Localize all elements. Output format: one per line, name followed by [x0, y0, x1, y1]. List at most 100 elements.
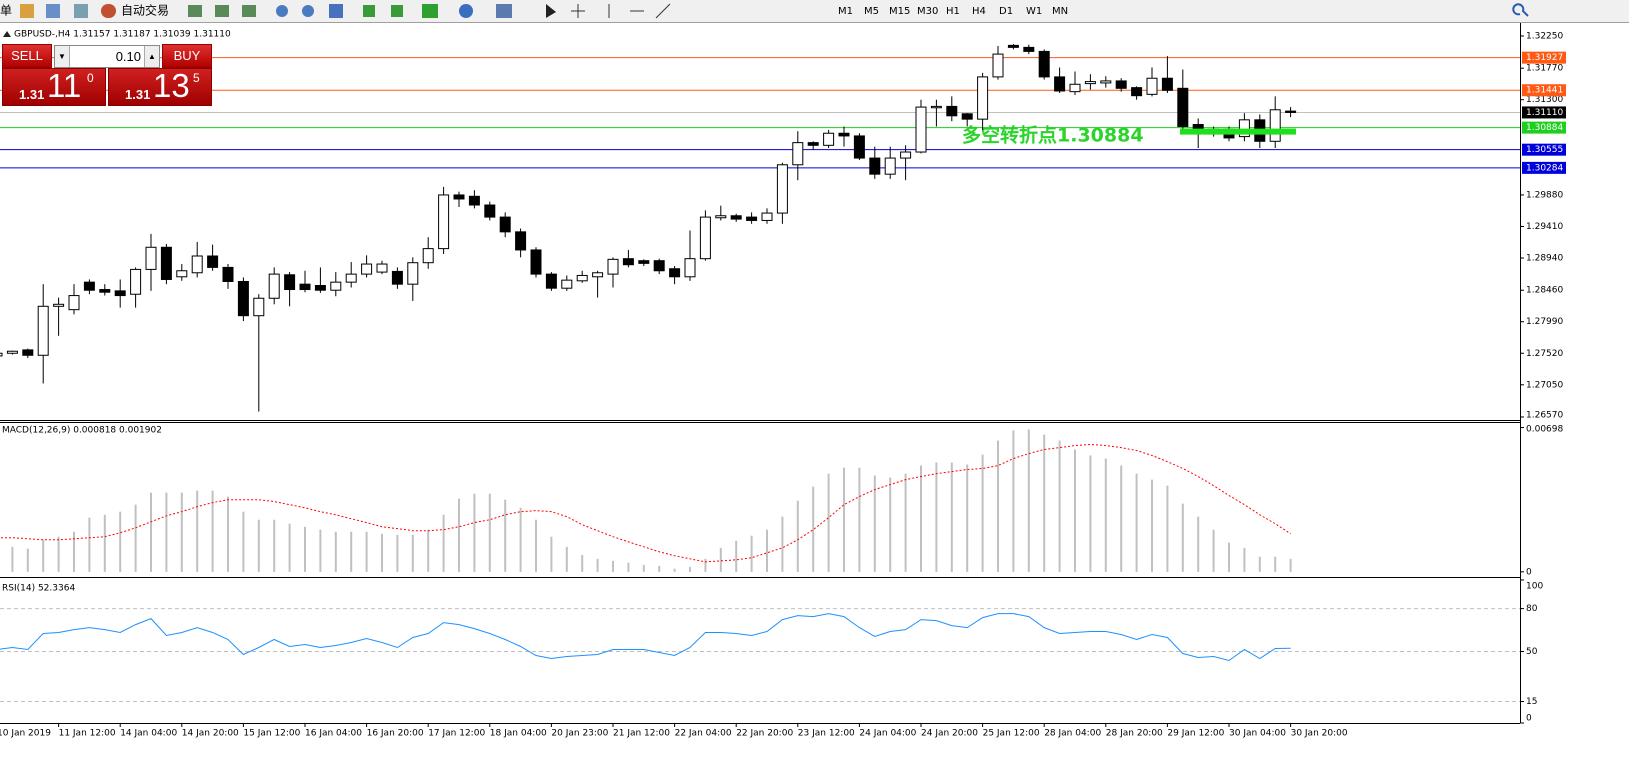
y-tick-label: 100 — [1526, 582, 1543, 592]
macd-bar — [612, 560, 614, 572]
icon[interactable] — [422, 4, 438, 18]
candle-body — [284, 274, 296, 291]
candle-body — [746, 216, 758, 221]
search-icon[interactable] — [1512, 3, 1529, 17]
volume-down[interactable]: ▼ — [55, 46, 70, 67]
price-level-tag — [1522, 84, 1566, 97]
timeframe-button[interactable]: M30 — [917, 6, 938, 17]
candle-body — [453, 194, 465, 200]
x-tick-label: 15 Jan 12:00 — [243, 729, 300, 739]
macd-bar — [227, 496, 229, 572]
candle-body — [884, 157, 896, 175]
y-tick-label: 80 — [1526, 604, 1538, 614]
y-tick-label: 1.26570 — [1526, 411, 1563, 421]
candle-body — [1131, 87, 1143, 97]
icon[interactable] — [46, 4, 60, 18]
price-prefix: 1.31 — [125, 87, 151, 102]
candle-body — [946, 105, 958, 117]
candle-body — [207, 255, 219, 268]
candle-body — [576, 274, 588, 282]
candle-body — [145, 246, 157, 270]
icon[interactable] — [242, 5, 256, 17]
toolbar-icons — [188, 3, 1529, 19]
macd-bar — [658, 565, 661, 572]
icon[interactable] — [546, 4, 556, 18]
sell-button[interactable]: SELL — [2, 44, 52, 68]
macd-bar — [827, 473, 830, 572]
macd-bar — [1166, 485, 1169, 572]
candle-body — [853, 135, 865, 159]
candle-body — [130, 268, 142, 295]
candle-body — [314, 285, 326, 291]
timeframe-button[interactable]: H4 — [972, 6, 986, 17]
macd-bar — [766, 529, 768, 572]
macd-bar — [304, 526, 306, 572]
annotation-bar — [1180, 128, 1296, 135]
icon[interactable] — [496, 4, 512, 18]
macd-bar — [1089, 455, 1092, 572]
y-tick-label: 1.31300 — [1526, 95, 1563, 105]
timeframe-button[interactable]: M15 — [889, 6, 910, 17]
timeframe-button[interactable]: D1 — [999, 6, 1013, 17]
candle-body — [1007, 44, 1019, 48]
icon[interactable] — [571, 3, 671, 19]
icon[interactable] — [74, 4, 88, 18]
macd-bar — [442, 514, 445, 572]
volume-up[interactable]: ▲ — [144, 46, 159, 67]
icon[interactable] — [459, 4, 473, 18]
macd-bar — [150, 492, 152, 572]
x-tick-label: 21 Jan 12:00 — [613, 729, 670, 739]
candle-body — [391, 270, 403, 285]
macd-bar — [843, 467, 845, 572]
timeframe-button[interactable]: H1 — [946, 6, 960, 17]
buy-price[interactable]: 1.31 13 5 — [108, 67, 212, 106]
volume[interactable]: 0.10 — [115, 49, 141, 64]
timeframe-button[interactable]: MN — [1052, 6, 1068, 17]
icon[interactable] — [188, 5, 202, 17]
icon[interactable] — [215, 5, 229, 17]
candle-body — [1038, 50, 1050, 78]
volume-box[interactable]: ▼ 0.10 ▲ — [54, 45, 160, 68]
icon[interactable] — [20, 4, 34, 18]
macd-bar — [735, 540, 738, 572]
macd-bar — [781, 516, 784, 572]
macd-title: MACD(12,26,9) 0.000818 0.001902 — [2, 426, 162, 436]
macd-bar — [273, 519, 276, 572]
toolbar-menu[interactable]: 单 — [0, 4, 12, 18]
candle-body — [869, 157, 881, 175]
timeframe-button[interactable]: M1 — [838, 6, 853, 17]
autotrade-button[interactable]: 自动交易 — [121, 3, 169, 18]
candle-body — [176, 270, 188, 278]
macd-bar — [365, 531, 368, 572]
timeframe-button[interactable]: M5 — [864, 6, 879, 17]
timeframe-button[interactable]: W1 — [1026, 6, 1042, 17]
candle-body — [114, 290, 126, 297]
buy-button[interactable]: BUY — [162, 44, 212, 68]
y-tick-label: 0 — [1526, 714, 1532, 724]
candle-body — [237, 280, 249, 317]
macd-bar — [673, 568, 676, 572]
icon[interactable] — [302, 5, 314, 17]
icon[interactable] — [276, 5, 288, 17]
y-tick-label: 0 — [1526, 567, 1532, 577]
candle-body — [1115, 80, 1127, 89]
collapse-icon[interactable] — [3, 31, 11, 37]
macd-bar — [427, 529, 430, 572]
price-level-tag — [1522, 51, 1566, 64]
macd-bar — [997, 440, 999, 572]
toolbar — [0, 0, 1629, 22]
autotrade-icon[interactable] — [101, 4, 116, 18]
candle-body — [1269, 109, 1281, 142]
macd-bar — [1120, 465, 1123, 572]
sell-price[interactable]: 1.31 11 0 — [2, 67, 106, 106]
icon[interactable] — [363, 5, 375, 17]
macd-bar — [257, 519, 260, 572]
macd-bar — [504, 499, 507, 572]
x-tick-label: 24 Jan 04:00 — [859, 729, 916, 739]
macd-bar — [180, 492, 183, 572]
macd-bar — [796, 500, 799, 572]
macd-bar — [719, 547, 722, 572]
icon[interactable] — [391, 5, 403, 17]
icon[interactable] — [329, 4, 343, 18]
candle-body — [669, 268, 681, 278]
